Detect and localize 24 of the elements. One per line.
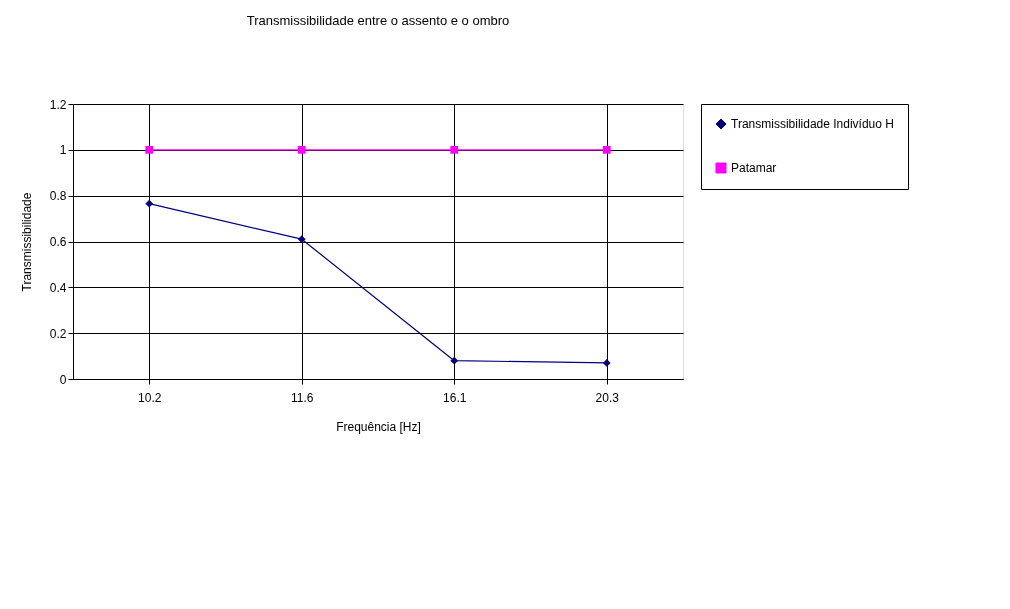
- y-tick-label: 0.2: [49, 326, 67, 341]
- y-tick-label: 1: [59, 143, 67, 158]
- point: [450, 145, 459, 154]
- y-tick-label: 0.4: [49, 280, 67, 295]
- y-axis-title: Transmissibilidade: [19, 192, 34, 292]
- y-tick-label: 0.6: [49, 235, 67, 249]
- chart-title: Transmissibilidade entre o assento e o ombro: [246, 13, 510, 28]
- point: [297, 235, 306, 244]
- x-tick-label: 20.3: [595, 390, 620, 405]
- point: [602, 359, 611, 367]
- point: [297, 145, 306, 154]
- x-tick-label: 10.2: [138, 390, 162, 405]
- x-axis-title: Frequência [Hz]: [336, 419, 421, 434]
- legend-label: Patamar: [731, 161, 777, 175]
- x-tick-label: 11.6: [291, 390, 314, 405]
- y-tick-label: 0.8: [49, 189, 67, 204]
- x-tick-label: 16.1: [443, 390, 467, 405]
- point: [145, 199, 154, 208]
- point: [450, 356, 459, 365]
- y-tick-label: 1.2: [49, 97, 67, 112]
- point: [602, 145, 611, 154]
- point: [145, 145, 154, 154]
- y-tick-label: 0: [59, 372, 67, 387]
- legend-label: Transmissibilidade Indivíduo H: [731, 117, 894, 131]
